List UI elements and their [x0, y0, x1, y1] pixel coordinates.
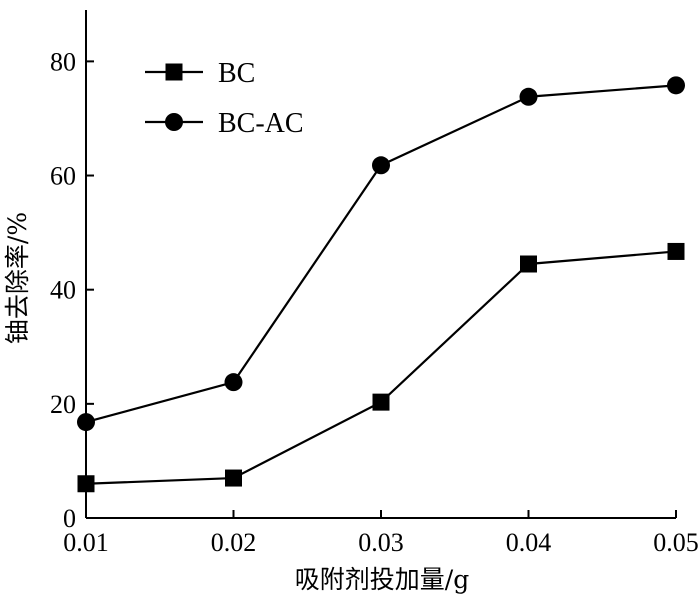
legend-marker — [165, 113, 183, 131]
axes — [85, 10, 676, 519]
x-tick-label: 0.05 — [653, 528, 699, 557]
legend-marker — [165, 63, 183, 81]
data-point — [77, 413, 95, 432]
data-point — [225, 469, 242, 487]
series-layer — [77, 76, 685, 493]
y-tick-label: 40 — [50, 276, 76, 305]
legend-item: BC — [145, 58, 255, 89]
series-line — [85, 250, 677, 485]
x-tick-label: 0.01 — [63, 528, 109, 557]
data-point — [372, 156, 390, 175]
legend: BC BC-AC — [145, 58, 304, 139]
series-line — [85, 84, 677, 424]
x-tick-label: 0.04 — [506, 528, 552, 557]
data-point — [519, 87, 538, 106]
y-tick-label: 20 — [50, 390, 76, 419]
x-tick-label: 0.02 — [211, 528, 257, 557]
x-axis-title: 吸附剂投加量/g — [295, 565, 469, 594]
ticks: 0 20 40 60 80 0.01 0.02 0.03 0.04 0.05 — [50, 47, 699, 557]
data-point — [520, 255, 537, 273]
legend-label: BC-AC — [218, 108, 304, 139]
y-axis-title: 铀去除率/% — [3, 212, 32, 344]
y-tick-label: 0 — [63, 504, 76, 533]
legend-item: BC-AC — [145, 108, 304, 139]
data-point — [224, 373, 243, 392]
y-tick-label: 60 — [50, 162, 76, 191]
series-bc — [77, 242, 685, 493]
legend-label: BC — [218, 58, 255, 89]
data-point — [667, 76, 685, 95]
y-tick-label: 80 — [50, 47, 76, 76]
data-point — [372, 393, 390, 411]
x-tick-label: 0.03 — [358, 528, 404, 557]
data-point — [667, 242, 685, 260]
series-bc-ac — [77, 76, 685, 432]
data-point — [77, 475, 95, 493]
